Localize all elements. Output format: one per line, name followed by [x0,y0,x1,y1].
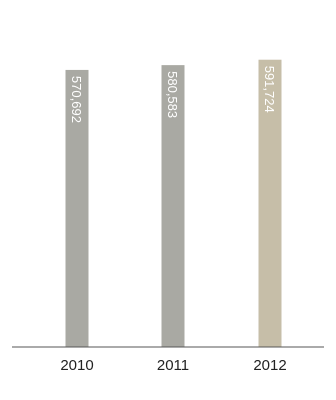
x-tick-label-2010: 2010 [60,357,93,374]
bar-2012 [258,59,282,348]
bar-2010 [65,69,89,347]
x-tick-label-2011: 2011 [157,357,189,374]
data-label-2012: 591,724 [262,66,277,113]
bar-2011 [161,65,185,348]
category-labels-group: 2010 2011 2012 [60,357,286,374]
x-tick-label-2012: 2012 [253,357,286,374]
bars-group: 570,692 580,583 591,724 [65,59,282,348]
data-label-2011: 580,583 [165,71,180,118]
data-label-2010: 570,692 [69,76,84,123]
